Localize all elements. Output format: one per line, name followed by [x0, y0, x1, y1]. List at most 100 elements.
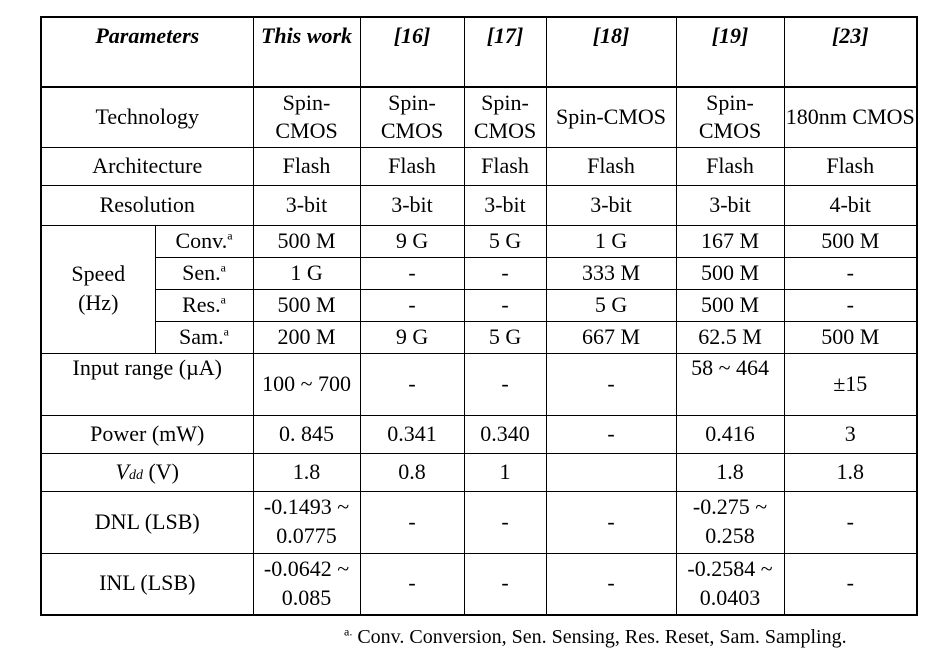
row-speed-res: Res.a 500 M - - 5 G 500 M - — [41, 288, 918, 322]
cell: 3-bit — [675, 184, 785, 226]
cell: - — [359, 490, 465, 554]
cell: 3-bit — [252, 184, 361, 226]
header-this-work: This work — [252, 16, 361, 88]
row-power: Power (mW) 0. 845 0.341 0.340 - 0.416 3 — [40, 414, 918, 454]
cell: 5 G — [463, 320, 547, 354]
cell: Spin-CMOS — [675, 86, 785, 148]
row-technology: Technology Spin-CMOS Spin-CMOS Spin-CMOS… — [40, 86, 918, 148]
row-architecture: Architecture Flash Flash Flash Flash Fla… — [40, 146, 918, 186]
cell: - — [359, 256, 465, 290]
header-ref17: [17] — [463, 16, 547, 88]
cell: Flash — [545, 146, 677, 186]
row-speed-sen: Sen.a 1 G - - 333 M 500 M - — [41, 256, 918, 290]
cell: -0.2584 ~ 0.0403 — [675, 552, 785, 616]
cell: - — [783, 490, 918, 554]
cell: 500 M — [252, 288, 361, 322]
cell: 667 M — [545, 320, 677, 354]
row-label: DNL (LSB) — [40, 490, 254, 554]
cell — [545, 452, 677, 492]
cell: 167 M — [675, 224, 785, 258]
cell: ±15 — [783, 352, 918, 416]
cell: - — [783, 256, 918, 290]
cell: 100 ~ 700 — [252, 352, 361, 416]
cell: 1.8 — [675, 452, 785, 492]
cell: - — [545, 552, 677, 616]
header-ref23: [23] — [783, 16, 918, 88]
row-label: Resolution — [40, 184, 254, 226]
cell: Flash — [783, 146, 918, 186]
cell: - — [545, 490, 677, 554]
cell: - — [359, 288, 465, 322]
row-resolution: Resolution 3-bit 3-bit 3-bit 3-bit 3-bit… — [40, 184, 918, 226]
cell: - — [783, 288, 918, 322]
cell: - — [463, 552, 547, 616]
cell: 58 ~ 464 — [675, 352, 785, 416]
speed-label-line1: Speed — [71, 261, 126, 287]
header-row: Parameters This work [16] [17] [18] [19]… — [40, 16, 918, 88]
cell: 500 M — [783, 320, 918, 354]
sub-label-conv: Conv.a — [154, 224, 254, 258]
speed-label: Speed (Hz) — [40, 224, 156, 354]
header-parameters: Parameters — [40, 16, 254, 88]
cell: Flash — [359, 146, 465, 186]
cell: - — [545, 352, 677, 416]
cell: -0.1493 ~ 0.0775 — [252, 490, 361, 554]
sub-label-res: Res.a — [154, 288, 254, 322]
cell: 200 M — [252, 320, 361, 354]
cell: -0.0642 ~ 0.085 — [252, 552, 361, 616]
cell: 0. 845 — [252, 414, 361, 454]
cell: -0.275 ~ 0.258 — [675, 490, 785, 554]
cell: 1 — [463, 452, 547, 492]
footnote: a. Conv. Conversion, Sen. Sensing, Res. … — [344, 625, 847, 649]
header-ref18: [18] — [545, 16, 677, 88]
cell: - — [463, 256, 547, 290]
cell: 3-bit — [463, 184, 547, 226]
cell: Flash — [675, 146, 785, 186]
header-ref16: [16] — [359, 16, 465, 88]
cell: - — [359, 352, 465, 416]
cell: 0.416 — [675, 414, 785, 454]
cell: 0.341 — [359, 414, 465, 454]
comparison-table: Parameters This work [16] [17] [18] [19]… — [40, 16, 919, 616]
cell: 500 M — [675, 256, 785, 290]
row-label: Power (mW) — [40, 414, 254, 454]
row-speed-conv: Speed (Hz) Conv.a 500 M 9 G 5 G 1 G 167 … — [40, 224, 918, 354]
header-ref19: [19] — [675, 16, 785, 88]
cell: 3-bit — [545, 184, 677, 226]
row-label: Input range (µA) — [40, 352, 254, 416]
row-input-range: Input range (µA) 100 ~ 700 - - - 58 ~ 46… — [40, 352, 918, 416]
cell: 4-bit — [783, 184, 918, 226]
cell: 1 G — [252, 256, 361, 290]
cell: 1 G — [545, 224, 677, 258]
footnote-text: Conv. Conversion, Sen. Sensing, Res. Res… — [352, 626, 847, 648]
cell: Spin-CMOS — [359, 86, 465, 148]
cell: 3-bit — [359, 184, 465, 226]
cell: Flash — [463, 146, 547, 186]
row-speed-sam: Sam.a 200 M 9 G 5 G 667 M 62.5 M 500 M — [41, 320, 918, 354]
cell: - — [783, 552, 918, 616]
row-dnl: DNL (LSB) -0.1493 ~ 0.0775 - - - -0.275 … — [40, 490, 918, 554]
cell: Spin-CMOS — [463, 86, 547, 148]
row-label: INL (LSB) — [40, 552, 254, 616]
row-label-vdd: Vdd (V) — [40, 452, 254, 492]
speed-label-line2: (Hz) — [78, 290, 119, 315]
cell: 500 M — [783, 224, 918, 258]
cell: 62.5 M — [675, 320, 785, 354]
cell: 333 M — [545, 256, 677, 290]
cell: 500 M — [675, 288, 785, 322]
cell: - — [463, 490, 547, 554]
cell: - — [463, 352, 547, 416]
cell: 0.8 — [359, 452, 465, 492]
row-label: Technology — [40, 86, 254, 148]
cell: 180nm CMOS — [783, 86, 918, 148]
cell: 5 G — [463, 224, 547, 258]
sub-label-sam: Sam.a — [154, 320, 254, 354]
row-label: Architecture — [40, 146, 254, 186]
cell: 3 — [783, 414, 918, 454]
cell: 9 G — [359, 224, 465, 258]
cell: 9 G — [359, 320, 465, 354]
cell: 5 G — [545, 288, 677, 322]
cell: Spin-CMOS — [545, 86, 677, 148]
cell: - — [545, 414, 677, 454]
cell: 1.8 — [783, 452, 918, 492]
